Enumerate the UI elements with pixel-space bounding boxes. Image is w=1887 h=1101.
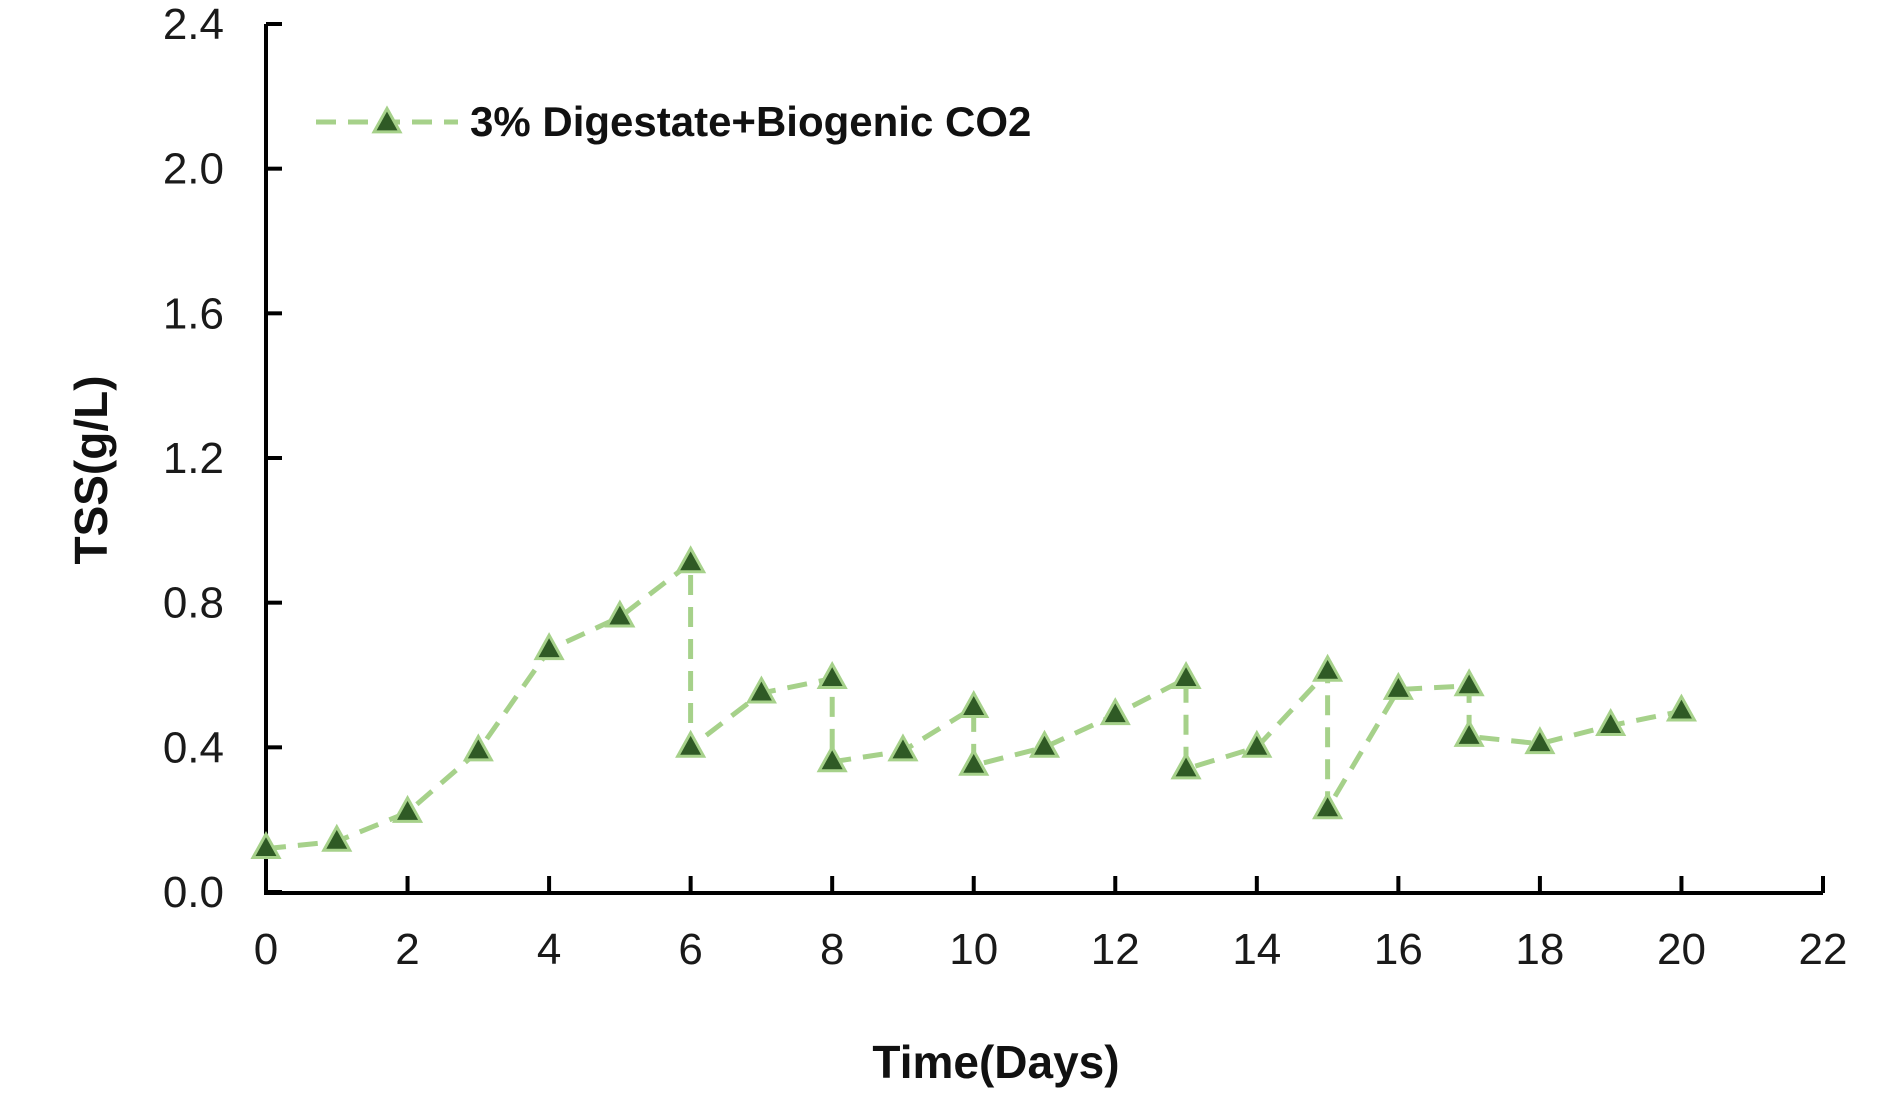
data-point [1170, 661, 1202, 690]
data-point [1028, 729, 1061, 758]
x-tick-label: 12 [1091, 925, 1140, 974]
legend: 3% Digestate+Biogenic CO2 [316, 98, 1031, 145]
data-point [533, 632, 565, 661]
data-point [1595, 708, 1627, 737]
data-point [1382, 671, 1414, 700]
x-tick-label: 10 [949, 925, 998, 974]
x-tick-label: 6 [678, 925, 702, 974]
series-layer [250, 545, 1698, 859]
x-tick-label: 20 [1657, 925, 1706, 974]
x-tick-label: 14 [1232, 925, 1281, 974]
data-point [958, 747, 990, 776]
x-tick-label: 0 [254, 925, 278, 974]
data-point [1312, 791, 1344, 820]
data-point [1170, 751, 1202, 780]
y-axis-title: TSS(g/L) [65, 375, 117, 564]
data-point [1453, 668, 1485, 697]
data-point [1524, 726, 1556, 755]
x-tick-label: 8 [820, 925, 844, 974]
data-point [887, 733, 919, 762]
y-tick-label: 0.0 [163, 868, 224, 917]
data-point [462, 733, 494, 762]
data-point [391, 794, 424, 823]
data-point [675, 729, 707, 758]
data-point [816, 744, 848, 773]
legend-triangle-marker [371, 105, 403, 134]
data-point [816, 661, 848, 690]
x-axis-title: Time(Days) [872, 1036, 1119, 1088]
y-tick-label: 1.6 [163, 289, 224, 338]
data-point [1241, 729, 1273, 758]
x-tick-label: 22 [1799, 925, 1848, 974]
data-point [745, 675, 777, 704]
data-point [321, 823, 353, 852]
y-tick-label: 2.0 [163, 145, 224, 194]
data-point [1453, 718, 1485, 747]
data-point [250, 831, 282, 859]
legend-label: 3% Digestate+Biogenic CO2 [470, 98, 1031, 145]
axes: 0 2 4 6 8 10 12 14 16 18 20 22 0.0 0.4 0.8 1.2 1.6 2.0 2.4 [163, 0, 1848, 974]
x-tick-label: 2 [395, 925, 419, 974]
y-tick-label: 0.8 [163, 579, 224, 628]
data-point [675, 545, 707, 574]
data-point [1099, 697, 1131, 726]
x-tick-label: 4 [537, 925, 561, 974]
y-tick-label: 1.2 [163, 434, 224, 483]
data-point [1665, 693, 1698, 722]
data-point [1312, 653, 1344, 682]
data-point [958, 689, 990, 718]
series-line [265, 560, 1682, 852]
x-tick-label: 16 [1374, 925, 1423, 974]
y-tick-label: 0.4 [163, 723, 224, 772]
data-point [604, 599, 636, 628]
y-tick-label: 2.4 [163, 0, 224, 49]
x-tick-label: 18 [1515, 925, 1564, 974]
